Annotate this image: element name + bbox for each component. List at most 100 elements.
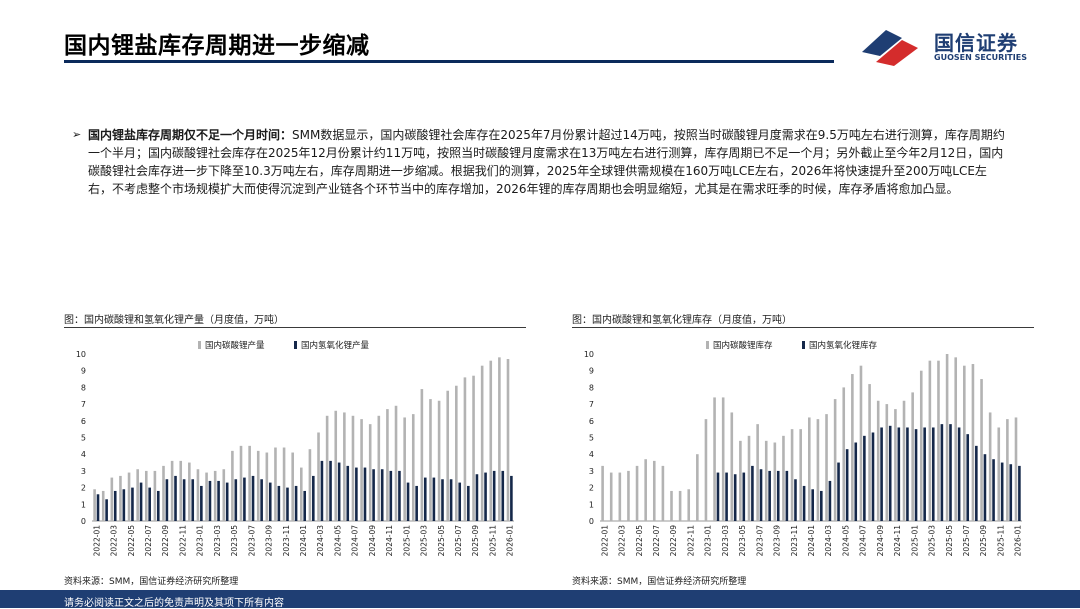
bar-series-1 [816, 419, 820, 521]
bar-series-2 [880, 427, 883, 521]
bar-series-1 [394, 405, 398, 521]
bar-series-1 [799, 429, 802, 521]
bar-series-2 [742, 472, 746, 521]
bar-series-2 [277, 485, 281, 521]
bar-series-1 [739, 440, 742, 521]
bar-series-2 [329, 460, 332, 521]
legend-label: 国内碳酸锂库存 [713, 340, 773, 351]
bar-series-2 [406, 482, 410, 521]
bar-series-1 [885, 404, 889, 521]
bar-series-2 [122, 489, 126, 521]
y-tick-label: 9 [81, 367, 86, 376]
bar-series-1 [773, 442, 777, 521]
bar-series-1 [144, 470, 148, 521]
bar-series-2 [802, 485, 806, 521]
bar-series-2 [725, 472, 728, 521]
x-tick-label: 2026-01 [506, 525, 515, 557]
x-tick-label: 2024-05 [333, 525, 342, 557]
bar-series-1 [110, 477, 114, 521]
bar-series-2 [776, 470, 780, 521]
x-tick-label: 2025-07 [454, 525, 463, 557]
bar-series-1 [351, 415, 355, 521]
bar-series-2 [156, 490, 160, 521]
bar-series-1 [179, 460, 183, 521]
x-tick-label: 2023-11 [790, 525, 799, 557]
title-divider [64, 60, 834, 63]
x-tick-label: 2024-09 [876, 525, 885, 557]
x-tick-label: 2023-09 [773, 525, 782, 557]
bar-series-1 [480, 365, 484, 521]
bar-series-1 [713, 397, 716, 521]
bar-series-1 [437, 400, 441, 521]
logo-text-en: GUOSEN SECURITIES [934, 53, 1027, 62]
y-tick-label: 6 [81, 417, 86, 426]
bar-series-2 [294, 485, 298, 521]
x-tick-label: 2025-09 [471, 525, 480, 557]
bar-series-2 [303, 490, 306, 521]
bar-series-1 [196, 469, 200, 521]
bar-series-2 [113, 490, 117, 521]
bar-series-2 [268, 482, 272, 521]
bar-series-2 [484, 472, 487, 521]
bar-series-1 [756, 424, 759, 521]
y-tick-label: 5 [589, 434, 594, 443]
bar-series-1 [678, 490, 682, 521]
x-tick-label: 2024-03 [316, 525, 325, 557]
x-tick-label: 2023-07 [755, 525, 764, 557]
x-tick-label: 2025-05 [437, 525, 446, 557]
bar-series-1 [894, 409, 897, 521]
bar-series-1 [851, 374, 854, 521]
bar-series-2 [871, 432, 875, 521]
bar-series-2 [785, 470, 789, 521]
bar-series-1 [876, 400, 880, 521]
y-tick-label: 2 [81, 484, 86, 493]
bar-series-1 [334, 410, 338, 521]
bar-series-2 [139, 482, 143, 521]
bar-series-1 [274, 447, 277, 521]
bar-series-1 [170, 460, 174, 521]
bar-series-1 [377, 415, 381, 521]
bar-series-2 [510, 475, 513, 521]
bar-series-2 [759, 469, 763, 521]
bar-series-1 [317, 432, 320, 521]
bar-series-2 [260, 479, 263, 521]
bar-series-1 [782, 435, 785, 521]
bar-series-1 [265, 452, 269, 521]
x-tick-label: 2024-11 [893, 525, 902, 557]
bar-series-1 [635, 465, 639, 521]
x-tick-label: 2022-03 [110, 525, 119, 557]
bar-series-2 [200, 485, 203, 521]
bar-series-2 [906, 427, 909, 521]
bar-series-2 [1009, 464, 1013, 521]
bar-series-1 [213, 470, 217, 521]
x-tick-label: 2024-11 [385, 525, 394, 557]
y-tick-label: 3 [589, 467, 594, 476]
x-tick-label: 2025-05 [945, 525, 954, 557]
bar-series-2 [432, 477, 436, 521]
bar-series-1 [239, 445, 243, 521]
x-tick-label: 2023-01 [196, 525, 205, 557]
bar-series-1 [652, 460, 656, 521]
bar-series-1 [403, 417, 406, 521]
bar-series-2 [940, 424, 944, 521]
bullet-arrow-icon: ➢ [72, 128, 82, 141]
x-tick-label: 2022-07 [652, 525, 661, 557]
logo-text-cn: 国信证券 [934, 31, 1018, 55]
bar-series-1 [368, 424, 372, 521]
left-chart-caption: 图：国内碳酸锂和氢氧化锂产量（月度值，万吨） [64, 315, 284, 326]
legend-label: 国内碳酸锂产量 [205, 340, 265, 351]
bar-series-1 [601, 465, 604, 521]
bar-series-1 [256, 450, 260, 521]
bar-series-1 [162, 465, 165, 521]
x-tick-label: 2024-07 [351, 525, 360, 557]
y-tick-label: 8 [589, 383, 594, 392]
x-tick-label: 2022-01 [92, 525, 101, 557]
bar-series-2 [380, 469, 384, 521]
bar-series-2 [346, 465, 350, 521]
x-tick-label: 2025-11 [488, 525, 497, 557]
bar-series-1 [308, 449, 312, 521]
x-tick-label: 2025-11 [996, 525, 1005, 557]
bar-series-2 [811, 489, 814, 521]
right-chart-source: 资料来源：SMM，国信证券经济研究所整理 [572, 577, 747, 587]
bar-series-2 [312, 475, 315, 521]
